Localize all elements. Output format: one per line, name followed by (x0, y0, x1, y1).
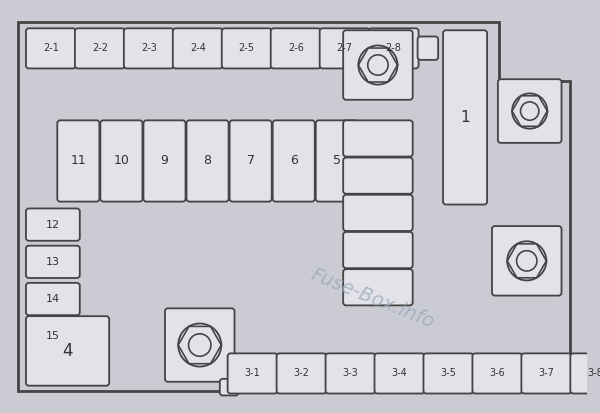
Text: 4: 4 (62, 342, 73, 360)
FancyBboxPatch shape (26, 316, 109, 386)
FancyBboxPatch shape (124, 28, 174, 69)
Text: 15: 15 (46, 331, 60, 341)
Text: 2-7: 2-7 (337, 43, 353, 53)
FancyBboxPatch shape (424, 354, 473, 394)
Text: 2-5: 2-5 (239, 43, 255, 53)
Text: 2-3: 2-3 (141, 43, 157, 53)
FancyBboxPatch shape (343, 195, 413, 231)
FancyBboxPatch shape (26, 283, 80, 315)
FancyBboxPatch shape (277, 354, 326, 394)
FancyBboxPatch shape (173, 28, 223, 69)
FancyBboxPatch shape (320, 28, 370, 69)
FancyBboxPatch shape (57, 120, 100, 202)
FancyBboxPatch shape (343, 269, 413, 305)
FancyBboxPatch shape (571, 354, 600, 394)
Text: 1: 1 (460, 110, 470, 125)
Circle shape (178, 323, 221, 367)
FancyBboxPatch shape (343, 30, 413, 100)
Text: 13: 13 (46, 257, 60, 267)
Text: 10: 10 (113, 154, 130, 167)
FancyBboxPatch shape (343, 120, 413, 157)
Text: 2-8: 2-8 (386, 43, 401, 53)
FancyBboxPatch shape (498, 79, 562, 143)
FancyBboxPatch shape (272, 120, 315, 202)
Circle shape (358, 45, 398, 85)
Text: 3-3: 3-3 (343, 368, 358, 378)
Text: 3-4: 3-4 (392, 368, 407, 378)
FancyBboxPatch shape (220, 379, 238, 396)
FancyBboxPatch shape (418, 36, 438, 60)
Circle shape (512, 93, 547, 129)
Text: 3-6: 3-6 (490, 368, 505, 378)
FancyBboxPatch shape (227, 354, 278, 394)
Text: 2-4: 2-4 (190, 43, 206, 53)
Text: 2-1: 2-1 (43, 43, 59, 53)
Text: 3-2: 3-2 (293, 368, 310, 378)
Text: 9: 9 (161, 154, 169, 167)
FancyBboxPatch shape (165, 309, 235, 382)
FancyBboxPatch shape (368, 28, 419, 69)
Text: 3-7: 3-7 (538, 368, 554, 378)
FancyBboxPatch shape (374, 354, 424, 394)
Polygon shape (17, 22, 570, 391)
Text: 3-8: 3-8 (587, 368, 600, 378)
Text: 2-2: 2-2 (92, 43, 108, 53)
FancyBboxPatch shape (316, 120, 358, 202)
Text: 6: 6 (290, 154, 298, 167)
Text: 5: 5 (333, 154, 341, 167)
FancyBboxPatch shape (143, 120, 185, 202)
FancyBboxPatch shape (343, 232, 413, 268)
Circle shape (507, 241, 547, 280)
Text: 8: 8 (203, 154, 212, 167)
FancyBboxPatch shape (343, 157, 413, 194)
Text: 2-6: 2-6 (288, 43, 304, 53)
FancyBboxPatch shape (222, 28, 272, 69)
FancyBboxPatch shape (443, 30, 487, 204)
Circle shape (517, 251, 537, 271)
FancyBboxPatch shape (271, 28, 320, 69)
Text: Fuse-Box.info: Fuse-Box.info (308, 265, 437, 332)
FancyBboxPatch shape (26, 320, 80, 352)
FancyBboxPatch shape (472, 354, 523, 394)
FancyBboxPatch shape (326, 354, 376, 394)
Circle shape (521, 102, 539, 120)
Text: 14: 14 (46, 294, 60, 304)
FancyBboxPatch shape (26, 28, 76, 69)
FancyBboxPatch shape (187, 120, 229, 202)
FancyBboxPatch shape (26, 246, 80, 278)
Text: 3-5: 3-5 (440, 368, 457, 378)
FancyBboxPatch shape (492, 226, 562, 296)
FancyBboxPatch shape (230, 120, 272, 202)
Circle shape (368, 55, 388, 75)
Text: 3-1: 3-1 (245, 368, 260, 378)
Text: 12: 12 (46, 220, 60, 230)
Text: 11: 11 (70, 154, 86, 167)
FancyBboxPatch shape (521, 354, 571, 394)
Circle shape (188, 334, 211, 356)
FancyBboxPatch shape (100, 120, 142, 202)
Text: 7: 7 (247, 154, 254, 167)
FancyBboxPatch shape (26, 209, 80, 241)
FancyBboxPatch shape (75, 28, 125, 69)
